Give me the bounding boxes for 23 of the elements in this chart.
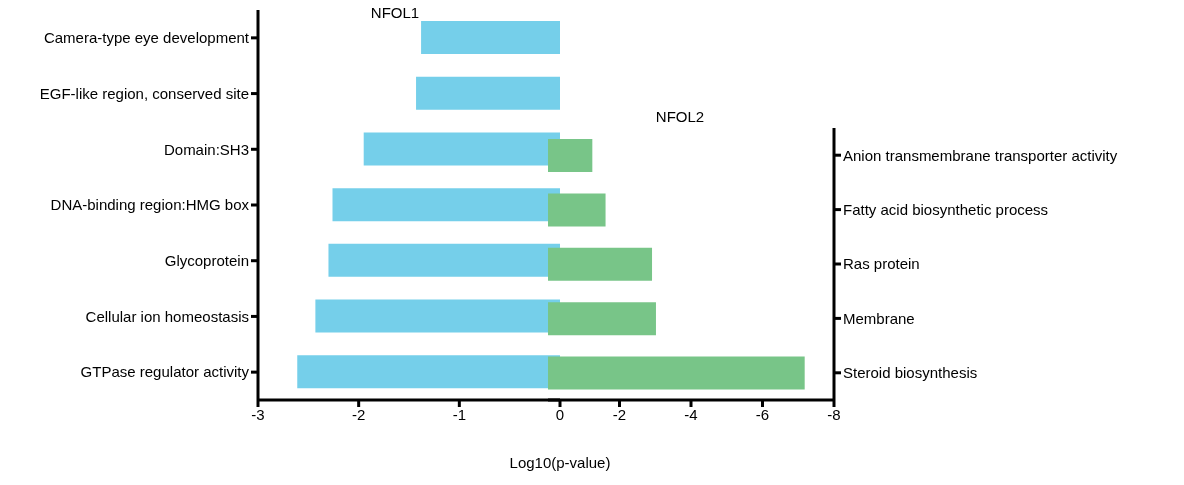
y-tick-label: Ras protein [843, 255, 920, 273]
y-tick-label: Steroid biosynthesis [843, 364, 978, 382]
chart-title: NFOL1 [369, 4, 421, 21]
y-tick-label: Membrane [843, 309, 915, 327]
y-tick-label: Camera-type eye development [43, 29, 250, 47]
y-tick-label: Cellular ion homeostasis [85, 307, 249, 325]
y-tick-label: DNA-binding region:HMG box [50, 196, 250, 214]
x-tick-label: -3 [251, 405, 265, 423]
x-tick-label: -4 [684, 405, 698, 423]
y-tick-label: GTPase regulator activity [80, 363, 250, 381]
y-tick-label: Glycoprotein [164, 252, 249, 270]
x-tick-label: -6 [755, 405, 770, 423]
y-tick-label: Anion transmembrane transporter activity [843, 146, 1118, 164]
y-tick-label: EGF-like region, conserved site [39, 84, 249, 102]
x-tick-label: -2 [612, 405, 627, 423]
chart-title: NFOL2 [654, 108, 706, 125]
x-tick-label: -8 [827, 405, 841, 423]
x-tick-label: -1 [452, 405, 467, 423]
y-tick-label: Fatty acid biosynthetic process [843, 200, 1049, 218]
x-axis-title: Log10(p-value) [508, 454, 612, 471]
x-tick-label: 0 [555, 405, 565, 423]
x-tick-label: -2 [351, 405, 366, 423]
y-tick-label: Domain:SH3 [163, 140, 249, 158]
